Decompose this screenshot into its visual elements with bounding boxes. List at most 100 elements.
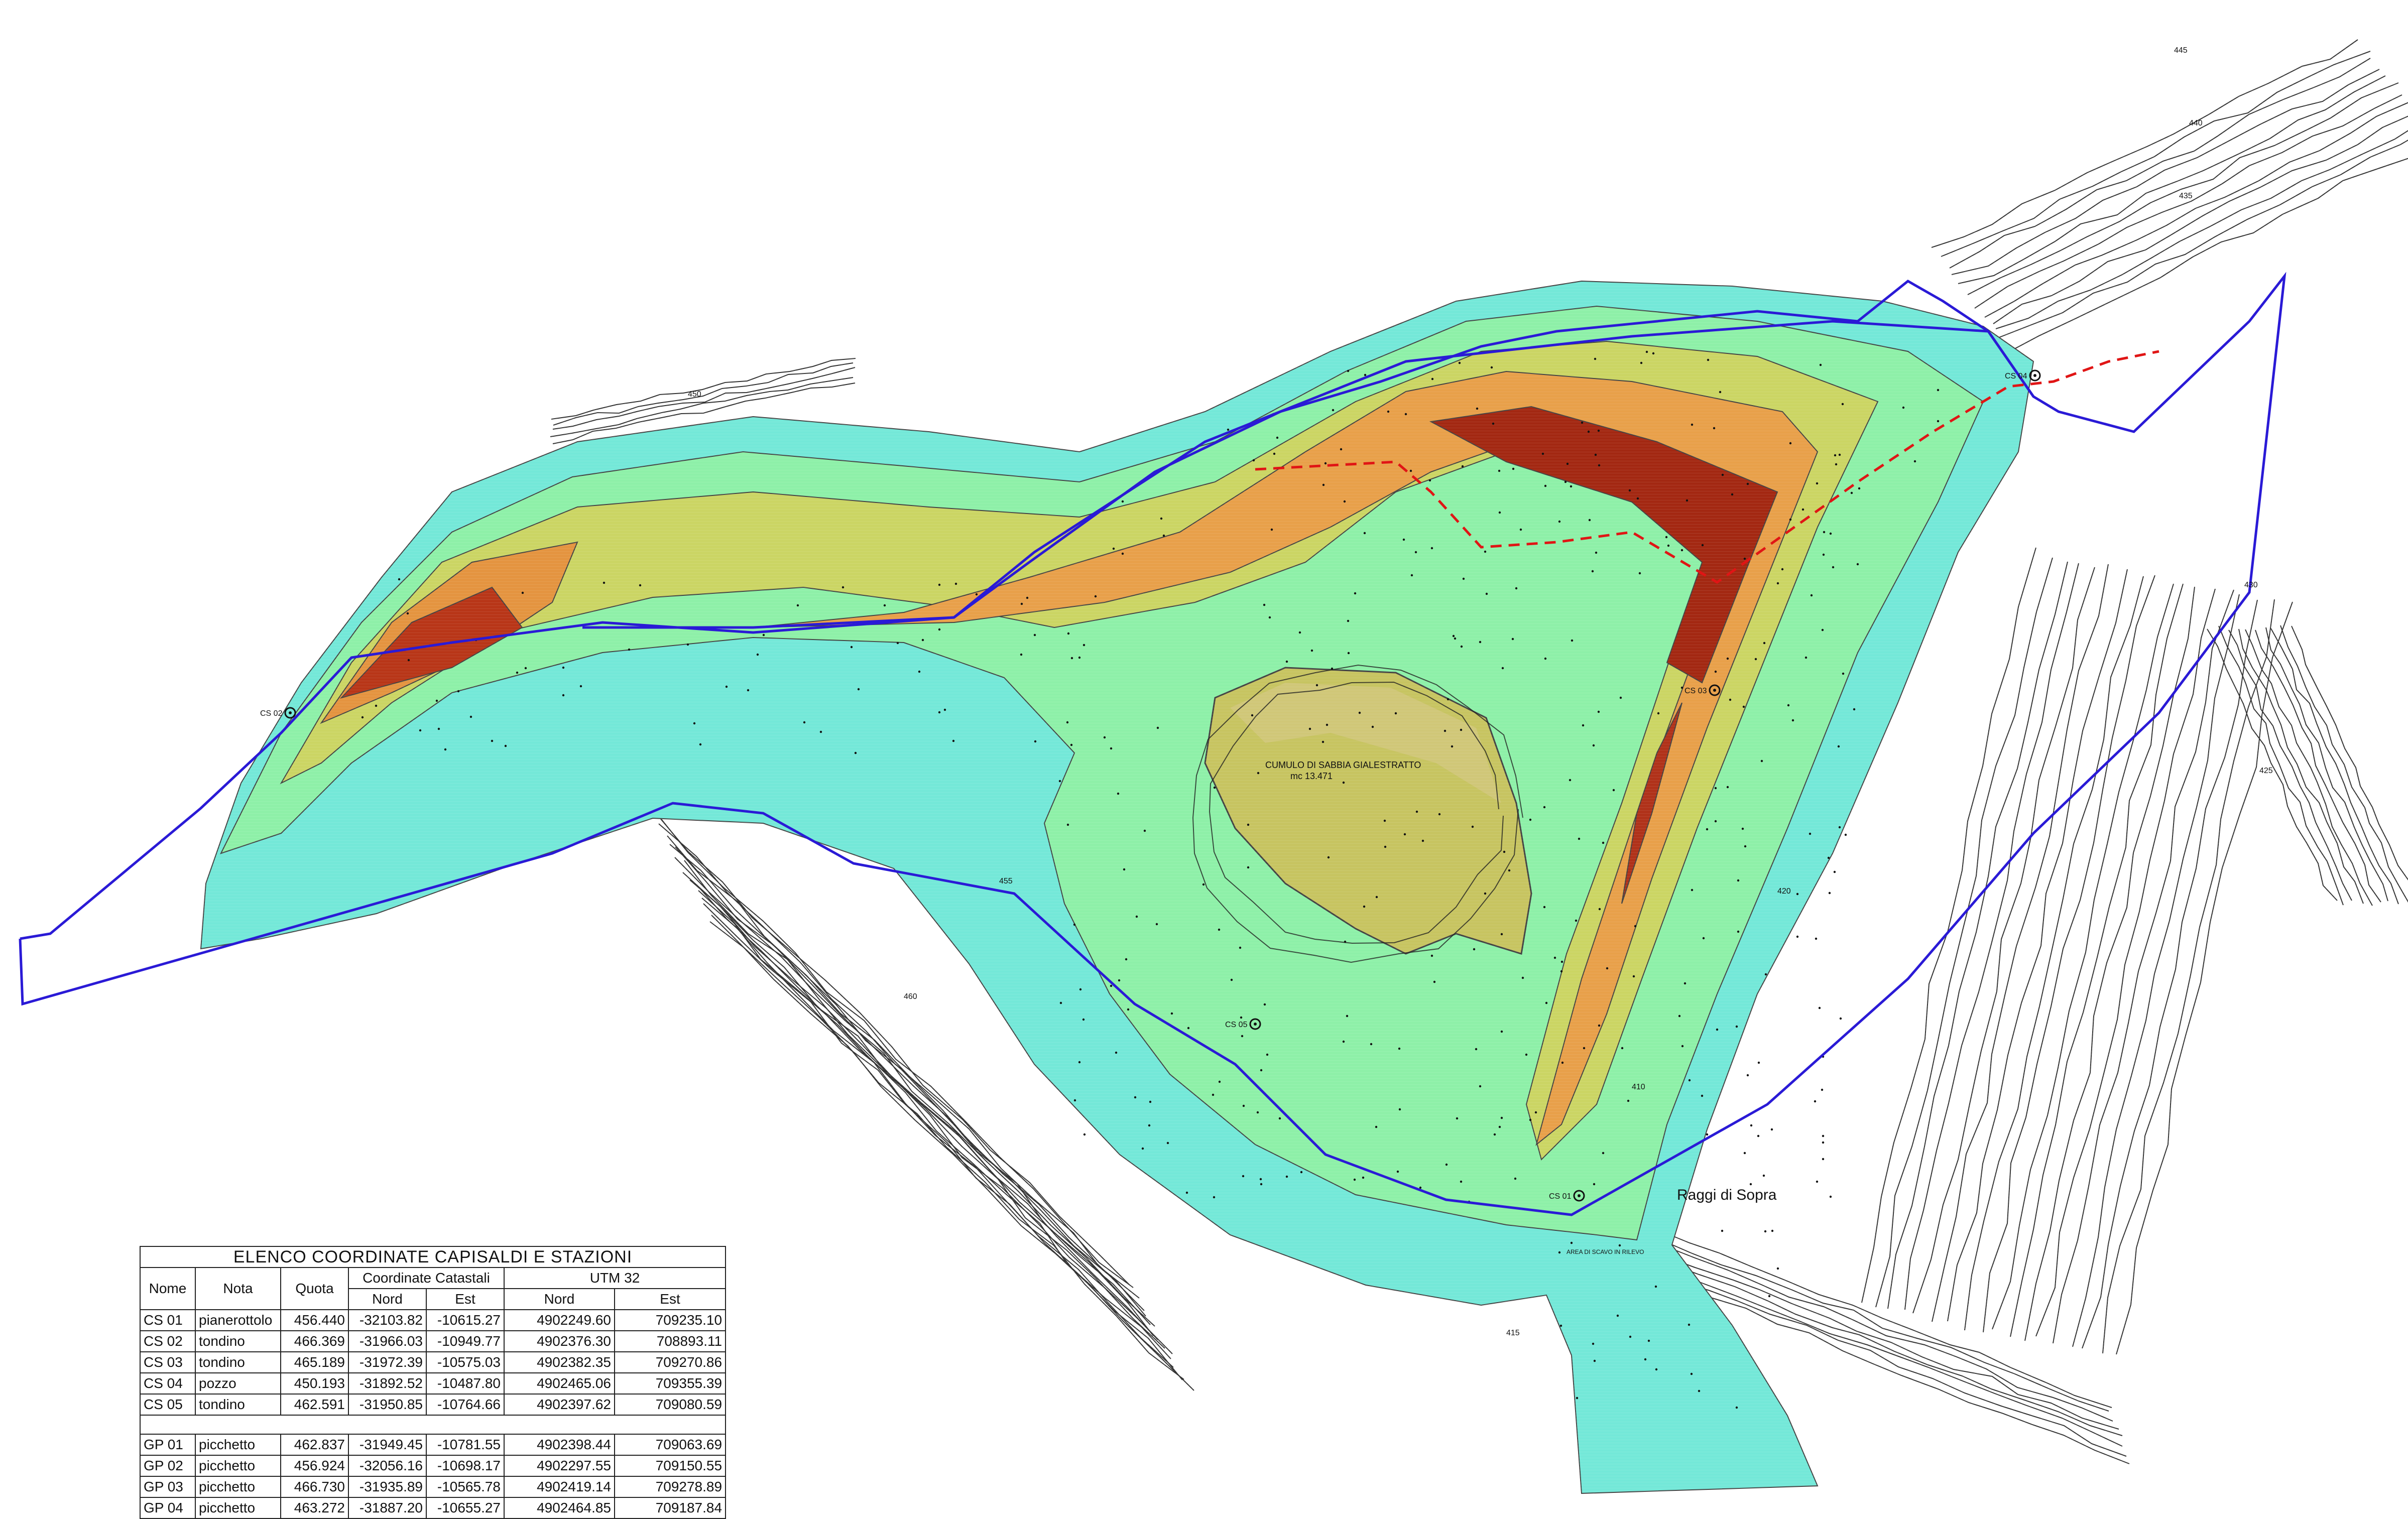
survey-point: [1322, 483, 1325, 486]
cell-nome: CS 04: [140, 1372, 196, 1395]
cell-utm-nord: 4902382.35: [504, 1351, 615, 1373]
survey-point: [693, 722, 696, 725]
survey-point: [1187, 1027, 1190, 1030]
survey-point: [1438, 813, 1441, 816]
cell-nota: tondino: [195, 1351, 281, 1373]
survey-point: [524, 667, 527, 670]
survey-point: [1170, 1012, 1173, 1015]
survey-point: [1078, 1061, 1081, 1064]
survey-point: [1310, 649, 1313, 652]
survey-point: [1731, 493, 1734, 496]
survey-point: [921, 639, 924, 642]
survey-point: [1559, 1324, 1562, 1327]
survey-point: [1067, 632, 1070, 635]
header-cat-nord: Nord: [348, 1288, 427, 1310]
cell-utm-est: 709278.89: [614, 1476, 727, 1498]
cell-nota: pianerottolo: [195, 1309, 281, 1331]
survey-point: [1754, 658, 1757, 661]
survey-point: [1587, 430, 1590, 433]
survey-point: [1026, 596, 1029, 599]
survey-point: [1829, 1195, 1832, 1198]
survey-point: [1460, 728, 1463, 731]
survey-point: [1227, 428, 1230, 431]
survey-point: [1714, 820, 1717, 823]
survey-point: [1141, 1147, 1144, 1150]
survey-point: [1707, 358, 1710, 361]
survey-point: [1822, 1158, 1825, 1161]
cell-cat-nord: -31887.20: [348, 1497, 427, 1519]
survey-point: [975, 593, 978, 596]
survey-point: [1627, 1099, 1630, 1102]
survey-point: [1832, 566, 1835, 569]
cell-cat-nord: -31966.03: [348, 1330, 427, 1352]
table-row: CS 02 tondino 466.369 -31966.03 -10949.77 490…: [140, 1330, 727, 1352]
survey-point: [1118, 979, 1121, 982]
survey-point: [1678, 1015, 1681, 1018]
survey-point: [1787, 704, 1790, 707]
survey-point: [1213, 1196, 1216, 1199]
survey-point: [1702, 937, 1705, 940]
survey-point: [896, 642, 899, 645]
survey-point: [1387, 410, 1390, 413]
survey-point: [1347, 369, 1350, 372]
inner-contour-line: [1209, 681, 1504, 944]
survey-point: [1403, 833, 1406, 836]
survey-point: [1591, 570, 1594, 573]
survey-point: [1616, 1314, 1619, 1317]
survey-point: [1263, 603, 1266, 606]
survey-point: [686, 643, 689, 646]
survey-point: [1251, 714, 1254, 717]
survey-point: [857, 688, 860, 691]
survey-point: [419, 729, 422, 732]
header-catastali: Coordinate Catastali: [348, 1267, 505, 1289]
contour-elevation-label: 430: [2244, 581, 2258, 589]
survey-point: [1597, 710, 1600, 713]
cell-cat-nord: -31935.89: [348, 1476, 427, 1498]
survey-point: [1473, 948, 1476, 951]
survey-point: [1742, 705, 1745, 708]
survey-point: [1447, 698, 1450, 701]
survey-point: [1801, 508, 1804, 511]
survey-point: [1743, 1152, 1746, 1155]
cell-nome: GP 04: [140, 1497, 196, 1519]
survey-point: [1358, 711, 1361, 714]
survey-point: [1737, 930, 1740, 933]
survey-point: [796, 604, 799, 607]
survey-point: [1937, 420, 1940, 423]
survey-point: [1452, 635, 1455, 638]
survey-point: [1582, 724, 1585, 727]
survey-point: [1342, 781, 1345, 784]
survey-point: [1688, 1323, 1691, 1326]
survey-point: [398, 578, 401, 581]
survey-point: [1430, 954, 1433, 957]
survey-point: [1143, 829, 1146, 832]
station-label: CS 02: [260, 709, 283, 718]
survey-point: [1819, 363, 1822, 366]
table-gap-row: [139, 1415, 727, 1435]
survey-point: [1082, 1018, 1085, 1021]
survey-point: [1347, 652, 1350, 655]
survey-point: [1750, 1124, 1753, 1127]
station-marker: CS 02: [260, 707, 296, 719]
survey-point: [1202, 883, 1205, 886]
survey-point: [1278, 1117, 1281, 1120]
header-cat-est: Est: [426, 1288, 505, 1310]
survey-point: [1370, 1043, 1373, 1046]
contour-elevation-label: 410: [1632, 1083, 1645, 1091]
survey-point: [521, 591, 524, 594]
survey-point: [1701, 544, 1704, 547]
survey-point: [1729, 698, 1732, 701]
contour-elevation-label: 445: [2174, 46, 2188, 55]
survey-point: [1498, 469, 1501, 472]
cell-utm-est: 709270.86: [614, 1351, 727, 1373]
survey-point: [1298, 631, 1301, 634]
survey-point: [1598, 1024, 1601, 1027]
survey-point: [1230, 978, 1233, 981]
survey-point: [1354, 592, 1357, 595]
survey-point: [1598, 464, 1601, 467]
survey-point: [1070, 743, 1073, 746]
survey-point: [1654, 1285, 1657, 1288]
cell-quota: 462.591: [280, 1394, 349, 1416]
survey-point: [1714, 670, 1717, 673]
survey-point: [803, 721, 806, 724]
